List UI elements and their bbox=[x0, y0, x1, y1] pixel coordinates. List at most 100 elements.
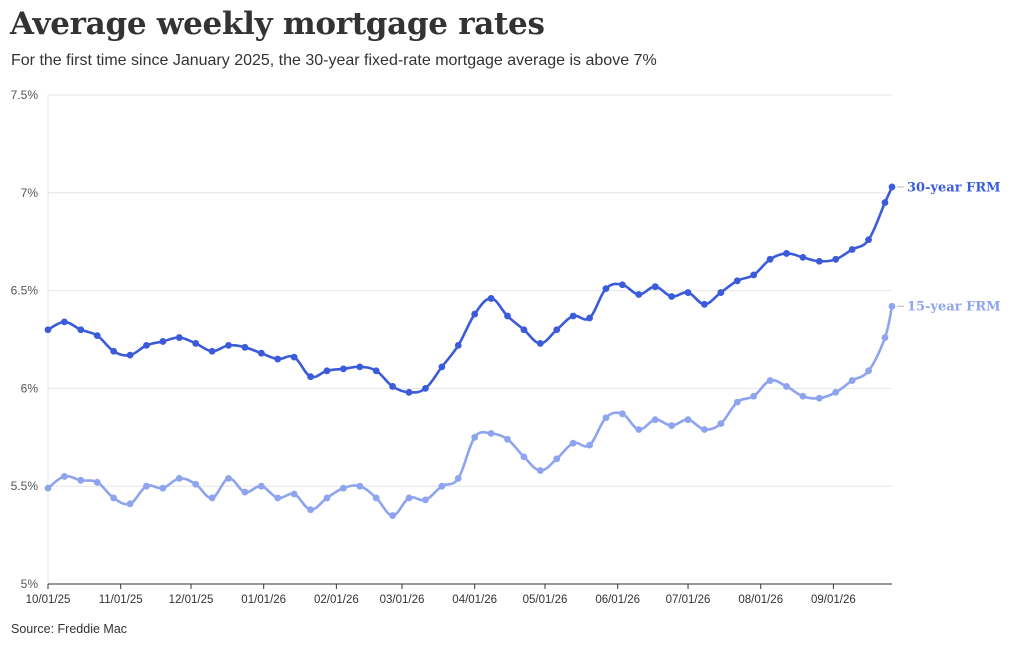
data-point bbox=[701, 300, 708, 308]
data-point bbox=[61, 473, 68, 480]
data-point bbox=[438, 363, 446, 371]
data-point bbox=[389, 512, 397, 519]
data-point bbox=[651, 416, 659, 424]
data-point bbox=[684, 289, 692, 296]
data-point bbox=[520, 326, 528, 334]
data-point bbox=[750, 392, 758, 400]
data-point bbox=[799, 253, 807, 261]
x-tick-label: 03/01/26 bbox=[380, 594, 425, 606]
data-point bbox=[471, 433, 479, 441]
data-point bbox=[126, 351, 134, 359]
data-point bbox=[717, 289, 725, 296]
y-tick-label: 5% bbox=[21, 577, 39, 591]
x-tick-label: 04/01/26 bbox=[452, 594, 497, 606]
data-point bbox=[422, 385, 429, 392]
data-point bbox=[668, 293, 676, 300]
x-tick-label: 11/01/25 bbox=[99, 594, 143, 606]
y-tick-label: 5.5% bbox=[11, 479, 39, 493]
data-point bbox=[126, 500, 134, 508]
data-point bbox=[668, 422, 676, 429]
data-point bbox=[274, 494, 282, 502]
data-point bbox=[143, 482, 150, 490]
data-point bbox=[602, 285, 610, 293]
chart-title: Average weekly mortgage rates bbox=[10, 6, 545, 42]
data-point bbox=[44, 326, 52, 334]
data-point bbox=[750, 271, 758, 279]
data-point bbox=[192, 340, 200, 347]
data-point bbox=[799, 392, 807, 400]
data-point bbox=[881, 334, 889, 341]
data-point bbox=[159, 338, 167, 345]
series-30-year bbox=[44, 183, 896, 396]
series-label: 15-year FRM bbox=[907, 300, 1001, 315]
x-axis: 10/01/25 11/01/25 12/01/25 01/01/26 02/01/26… bbox=[26, 583, 892, 606]
data-point bbox=[175, 474, 183, 482]
y-axis: 5% 5.5% 6% 6.5% 7% 7.5% bbox=[11, 88, 49, 591]
data-point bbox=[356, 363, 364, 371]
data-point bbox=[356, 482, 364, 490]
data-point bbox=[832, 388, 840, 396]
series-label: 30-year FRM bbox=[907, 180, 1001, 195]
data-point bbox=[110, 494, 118, 502]
data-point bbox=[504, 312, 511, 320]
data-point bbox=[536, 340, 544, 347]
x-tick-label: 07/01/26 bbox=[666, 594, 711, 606]
x-tick-label: 06/01/26 bbox=[595, 594, 640, 606]
data-point bbox=[422, 496, 429, 504]
data-point bbox=[783, 383, 790, 390]
data-point bbox=[340, 365, 347, 373]
data-point bbox=[586, 314, 593, 322]
data-point bbox=[888, 302, 896, 310]
data-point bbox=[504, 435, 511, 443]
data-point bbox=[143, 341, 150, 349]
data-point bbox=[307, 506, 314, 514]
data-point bbox=[257, 482, 265, 490]
chart-subtitle: For the first time since January 2025, t… bbox=[11, 52, 657, 69]
data-point bbox=[77, 476, 85, 484]
data-point bbox=[241, 488, 249, 496]
data-point bbox=[257, 349, 265, 357]
data-point bbox=[208, 347, 216, 355]
data-point bbox=[61, 318, 68, 326]
data-point bbox=[175, 334, 183, 341]
data-point bbox=[881, 199, 889, 206]
series-30-year-line bbox=[46, 185, 894, 394]
data-point bbox=[389, 383, 397, 390]
data-point bbox=[586, 441, 593, 449]
data-point bbox=[93, 478, 101, 486]
data-point bbox=[208, 494, 216, 502]
data-point bbox=[225, 474, 232, 482]
data-point bbox=[733, 277, 741, 285]
data-point bbox=[766, 255, 774, 263]
data-point bbox=[717, 420, 725, 428]
data-point bbox=[159, 484, 167, 492]
data-point bbox=[832, 255, 840, 263]
x-tick-label: 01/01/26 bbox=[241, 594, 286, 606]
data-point bbox=[192, 480, 200, 488]
data-point bbox=[307, 373, 314, 381]
y-tick-label: 7% bbox=[21, 186, 39, 200]
data-point bbox=[602, 414, 610, 422]
data-point bbox=[290, 490, 298, 498]
data-point bbox=[618, 281, 626, 289]
data-point bbox=[110, 347, 118, 355]
data-point bbox=[372, 494, 380, 502]
data-point bbox=[651, 283, 659, 291]
data-point bbox=[635, 291, 643, 298]
data-point bbox=[340, 484, 347, 492]
data-point bbox=[635, 426, 643, 433]
data-point bbox=[372, 367, 380, 375]
series-15-year bbox=[44, 302, 896, 519]
x-tick-label: 02/01/26 bbox=[314, 594, 359, 606]
data-point bbox=[848, 377, 856, 384]
x-tick-label: 09/01/26 bbox=[811, 594, 856, 606]
data-point bbox=[701, 426, 708, 433]
data-point bbox=[454, 341, 462, 349]
data-point bbox=[553, 326, 561, 334]
y-tick-label: 6.5% bbox=[11, 284, 39, 298]
data-point bbox=[553, 455, 561, 463]
data-point bbox=[454, 474, 462, 482]
data-point bbox=[865, 367, 872, 375]
series-layer bbox=[44, 183, 896, 519]
